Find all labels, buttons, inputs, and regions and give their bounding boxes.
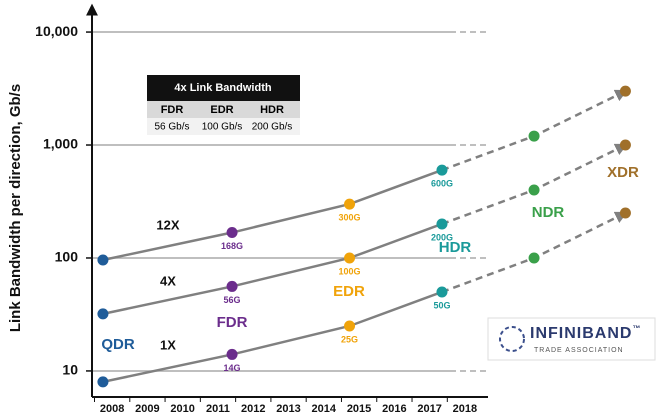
series-label: 1X <box>160 337 176 352</box>
x-tick-label: 2016 <box>382 403 406 415</box>
series-line <box>102 168 443 262</box>
generation-label: FDR <box>217 314 248 331</box>
logo-box <box>487 317 656 361</box>
series-label: 12X <box>156 217 179 232</box>
table-cell: 56 Gb/s <box>154 122 189 133</box>
generation-label: EDR <box>333 283 365 300</box>
generation-label: NDR <box>532 204 565 221</box>
data-label: 14G <box>224 363 241 373</box>
data-point <box>344 198 356 210</box>
data-label: 50G <box>433 300 450 310</box>
table-row-bg <box>147 101 300 118</box>
table-row-bg <box>147 118 300 135</box>
data-label: 200G <box>431 232 453 242</box>
data-point <box>226 348 238 360</box>
data-point <box>619 139 631 151</box>
y-tick-label: 100 <box>55 249 79 265</box>
data-point <box>226 227 238 239</box>
data-point <box>528 252 540 264</box>
table-cell: FDR <box>161 104 184 116</box>
logo-name: INFINIBAND™ <box>530 324 641 342</box>
data-point <box>436 218 448 230</box>
series-label: 4X <box>160 273 176 288</box>
series-line <box>102 222 443 316</box>
x-tick-label: 2018 <box>453 403 477 415</box>
grid <box>92 31 490 372</box>
x-tick-label: 2014 <box>312 403 337 415</box>
logo-icon <box>499 326 525 352</box>
data-label: 25G <box>341 334 358 344</box>
generation-label: HDR <box>439 239 472 256</box>
data-label: 300G <box>339 212 361 222</box>
x-tick-label: 2011 <box>206 403 230 415</box>
x-tick-label: 2010 <box>170 403 194 415</box>
generation-label: XDR <box>607 164 639 181</box>
data-point <box>226 280 238 292</box>
x-tick-label: 2009 <box>135 403 159 415</box>
table-title: 4x Link Bandwidth <box>174 82 271 94</box>
table-cell: 100 Gb/s <box>202 122 243 133</box>
x-tick-label: 2008 <box>100 403 124 415</box>
x-tick-label: 2017 <box>417 403 441 415</box>
data-point <box>344 252 356 264</box>
y-axis-label: Link Bandwidth per direction, Gb/s <box>7 84 24 332</box>
data-point <box>436 286 448 298</box>
y-tick-label: 1,000 <box>43 136 78 152</box>
bandwidth-table: 4x Link Bandwidth FDR EDR HDR 56 Gb/s 10… <box>147 75 300 135</box>
data-label: 56G <box>224 295 241 305</box>
data-point <box>344 320 356 332</box>
x-tick-label: 2012 <box>241 403 265 415</box>
table-header-bg <box>147 75 300 101</box>
data-point <box>97 308 109 320</box>
logo-subtitle: TRADE ASSOCIATION <box>534 347 624 354</box>
data-point <box>97 254 109 266</box>
table-cell: 200 Gb/s <box>252 122 293 133</box>
data-point <box>528 184 540 196</box>
data-label: 168G <box>221 241 243 251</box>
x-tick-label: 2013 <box>276 403 300 415</box>
data-label: 600G <box>431 178 453 188</box>
logo: INFINIBAND™ TRADE ASSOCIATION <box>487 317 656 361</box>
y-tick-label: 10 <box>62 362 78 378</box>
series-line <box>102 290 443 384</box>
data-label: 100G <box>339 266 361 276</box>
data-point <box>436 164 448 176</box>
generation-label: QDR <box>101 336 135 353</box>
data-point <box>619 85 631 97</box>
data-point <box>528 130 540 142</box>
data-point <box>619 207 631 219</box>
table-cell: EDR <box>210 104 233 116</box>
data-point <box>97 376 109 388</box>
x-tick-label: 2015 <box>347 403 371 415</box>
y-tick-label: 10,000 <box>35 23 78 39</box>
table-cell: HDR <box>260 104 284 116</box>
